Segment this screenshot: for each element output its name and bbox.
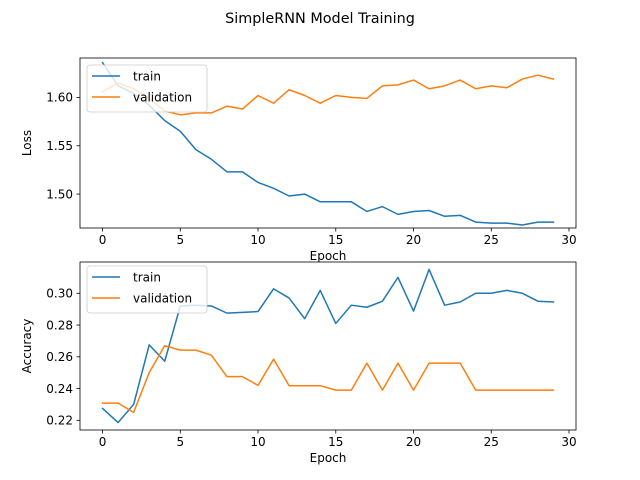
- loss-plot: 0 5 10 15 20 25 30 1.50 1.55 1.60 Epoch Loss train va…: [20, 57, 577, 263]
- y-tick-label: 0.22: [46, 414, 73, 428]
- x-tick-label: 30: [561, 233, 576, 247]
- series-line-train: [101, 61, 555, 226]
- series-line-train: [101, 268, 555, 424]
- legend-label-validation: validation: [133, 291, 192, 305]
- y-axis-label: Loss: [20, 130, 34, 156]
- x-axis-label: Epoch: [310, 249, 347, 263]
- axes-frame: [79, 57, 577, 229]
- legend-label-validation: validation: [133, 90, 192, 104]
- series-line-validation: [101, 74, 555, 116]
- y-tick-label: 1.60: [46, 91, 73, 105]
- y-tick-label: 0.26: [46, 350, 73, 364]
- legend: train validation: [86, 265, 208, 314]
- x-tick-label: 0: [99, 233, 107, 247]
- x-tick-label: 10: [250, 233, 265, 247]
- y-axis-label: Accuracy: [20, 319, 34, 374]
- y-tick-label: 0.28: [46, 318, 73, 332]
- y-tick-label: 0.30: [46, 287, 73, 301]
- x-tick-label: 15: [328, 233, 343, 247]
- accuracy-plot: 0 5 10 15 20 25 30 0.22 0.24 0.26 0.28 0.30 Epoch Acc…: [20, 261, 577, 465]
- x-tick-label: 5: [176, 233, 184, 247]
- y-tick-label: 1.55: [46, 139, 73, 153]
- x-tick-label: 10: [250, 435, 265, 449]
- legend-label-train: train: [133, 270, 161, 284]
- x-tick-label: 20: [406, 435, 421, 449]
- x-tick-label: 30: [561, 435, 576, 449]
- legend-label-train: train: [133, 69, 161, 83]
- figure-title: SimpleRNN Model Training: [225, 11, 415, 27]
- legend: train validation: [86, 64, 208, 113]
- series-line-validation: [101, 344, 555, 414]
- x-tick-label: 5: [176, 435, 184, 449]
- y-tick-label: 0.24: [46, 382, 73, 396]
- y-tick-label: 1.50: [46, 187, 73, 201]
- x-tick-label: 15: [328, 435, 343, 449]
- x-tick-label: 20: [406, 233, 421, 247]
- x-tick-label: 25: [484, 435, 499, 449]
- x-tick-label: 25: [484, 233, 499, 247]
- x-axis-label: Epoch: [310, 451, 347, 465]
- axes-frame: [79, 261, 577, 431]
- x-tick-label: 0: [99, 435, 107, 449]
